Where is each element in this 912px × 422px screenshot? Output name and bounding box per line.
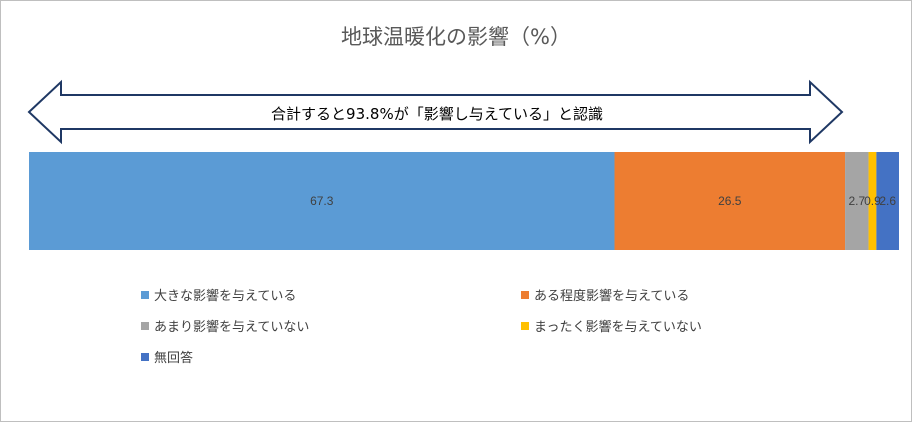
data-label-group: 67.3 26.5 2.70.92.6 [310,194,896,208]
bar-segment-2 [614,152,846,250]
bar-segment-5 [876,152,899,250]
bar-group [29,152,899,250]
legend-label-4: まったく影響を与えていない [534,319,702,335]
data-label-5: 2.6 [879,194,896,208]
bar-segment-3 [845,152,869,250]
legend-swatch-4 [521,322,529,330]
bar-segment-4 [868,152,877,250]
data-label-1: 67.3 [310,194,334,208]
data-label-4: 0.9 [864,194,881,208]
arrow-annotation-text: 合計すると93.8%が「影響し与えている」と認識 [271,105,603,123]
bar-segment-1 [29,152,615,250]
double-arrow-callout [27,79,844,145]
legend-swatch-1 [141,291,149,299]
legend-label-3: あまり影響を与えていない [154,319,309,335]
legend-label-2: ある程度影響を与えている [534,288,689,304]
legend-label-1: 大きな影響を与えている [154,288,296,304]
data-label-2: 26.5 [718,194,742,208]
legend-swatch-2 [521,291,529,299]
chart-title: 地球温暖化の影響（%） [341,25,571,49]
legend-swatch-3 [141,322,149,330]
data-label-3: 2.7 [848,194,865,208]
legend-label-5: 無回答 [154,350,193,366]
legend-swatch-5 [141,353,149,361]
